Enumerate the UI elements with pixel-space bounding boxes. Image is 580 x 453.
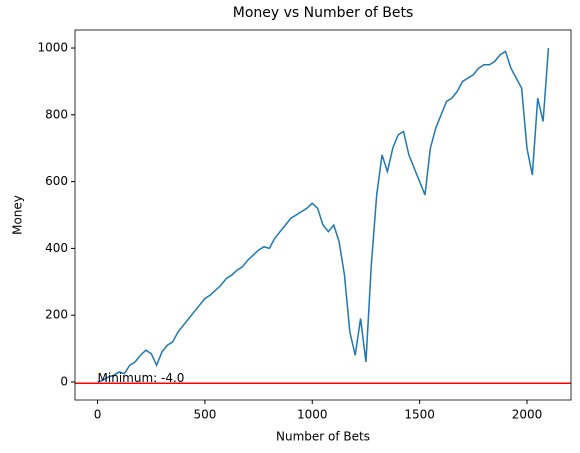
y-tick-label: 200 [45, 308, 68, 322]
y-tick-label: 400 [45, 241, 68, 255]
y-tick-label: 800 [45, 107, 68, 121]
plot-frame [74, 29, 572, 401]
x-tick-label: 1500 [404, 408, 435, 422]
y-axis-label: Money [11, 195, 25, 235]
y-tick-label: 0 [60, 374, 68, 388]
x-tick-label: 0 [94, 408, 102, 422]
x-tick-label: 500 [193, 408, 216, 422]
y-tick-label: 600 [45, 174, 68, 188]
x-axis-label: Number of Bets [276, 430, 370, 444]
y-tick-label: 1000 [37, 41, 68, 55]
chart-title: Money vs Number of Bets [233, 5, 414, 21]
minimum-annotation: Minimum: -4.0 [98, 371, 185, 385]
x-tick-label: 2000 [512, 408, 543, 422]
x-tick-label: 1000 [297, 408, 328, 422]
data-line [97, 47, 550, 383]
